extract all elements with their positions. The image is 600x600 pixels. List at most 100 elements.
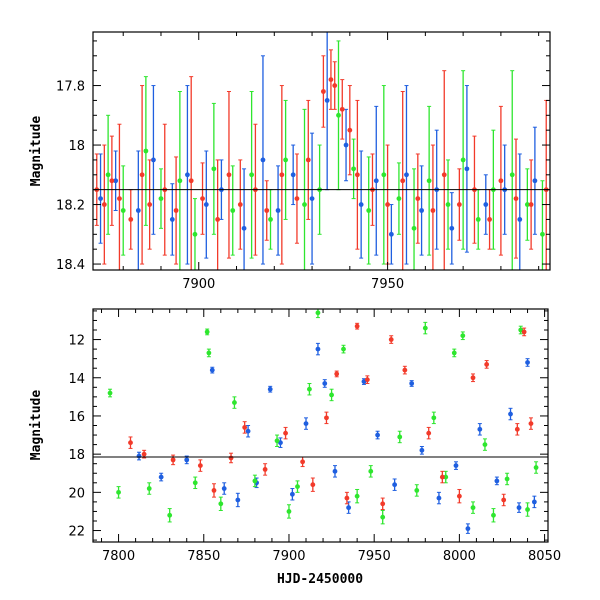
bottom-green-point xyxy=(525,507,530,512)
bottom-green-point xyxy=(274,438,280,444)
top-blue-point xyxy=(373,178,379,184)
top-red-point xyxy=(513,196,519,202)
top-red-point xyxy=(237,202,243,207)
bottom-red-point xyxy=(324,415,329,421)
top-red-point xyxy=(279,172,285,178)
bottom-red-point xyxy=(300,459,306,465)
bottom-panel-marks xyxy=(107,309,539,534)
bottom-blue-point xyxy=(465,526,471,532)
bottom-blue-point xyxy=(332,468,338,474)
bottom-y-tick-label: 16 xyxy=(68,410,85,425)
top-red-point xyxy=(347,127,353,133)
top-blue-point xyxy=(135,208,141,213)
bottom-ticks: 7800 7850 7900 7950 8000 8050 12 14 16 18 20 22 xyxy=(68,309,561,564)
top-blue-point xyxy=(404,172,409,178)
bottom-blue-point xyxy=(289,491,295,497)
bottom-green-point xyxy=(431,415,437,421)
bottom-blue-point xyxy=(494,478,500,484)
top-blue-point xyxy=(98,196,103,202)
bottom-green-point xyxy=(482,442,488,447)
bottom-panel: 7800 7850 7900 7950 8000 8050 12 14 16 18 20 22 Mag… xyxy=(29,308,561,587)
top-red-point xyxy=(226,172,232,178)
top-y-tick-label: 18.2 xyxy=(56,199,85,214)
top-red-point xyxy=(173,208,179,213)
bottom-red-point xyxy=(262,467,268,472)
bottom-red-point xyxy=(354,323,360,329)
top-blue-point xyxy=(151,157,156,163)
top-blue-point xyxy=(343,142,349,148)
top-panel: 7900 7950 17.8 18 18.2 18.4 Magnitude xyxy=(29,31,551,292)
top-x-tick-label: 7900 xyxy=(182,277,215,292)
bottom-green-point xyxy=(354,493,360,499)
bottom-red-point xyxy=(484,361,490,367)
bottom-red-point xyxy=(141,451,147,457)
bottom-x-tick-label: 7800 xyxy=(102,549,135,564)
bottom-green-point xyxy=(146,486,152,491)
top-green-point xyxy=(509,172,515,178)
bottom-red-point xyxy=(310,482,316,488)
bottom-blue-point xyxy=(235,497,241,503)
top-blue-point xyxy=(309,196,315,202)
bottom-red-point xyxy=(380,501,386,507)
bottom-green-point xyxy=(204,329,210,335)
bottom-green-point xyxy=(533,465,539,470)
top-green-point xyxy=(105,172,111,178)
bottom-red-point xyxy=(402,367,408,373)
top-red-point xyxy=(456,202,462,207)
top-green-point xyxy=(445,202,451,207)
top-ticks: 7900 7950 17.8 18 18.2 18.4 xyxy=(56,32,550,292)
top-red-point xyxy=(339,106,345,112)
bottom-green-point xyxy=(443,474,449,480)
top-green-point xyxy=(524,202,530,207)
top-red-point xyxy=(188,178,194,184)
bottom-blue-point xyxy=(516,505,522,511)
bottom-red-point xyxy=(456,493,462,499)
top-blue-point xyxy=(358,202,364,207)
top-y-tick-label: 17.8 xyxy=(56,80,85,95)
bottom-green-point xyxy=(380,514,386,520)
top-blue-point xyxy=(449,225,455,231)
top-blue-point xyxy=(388,231,394,237)
bottom-red-point xyxy=(283,430,288,436)
bottom-red-point xyxy=(211,488,217,493)
top-blue-point xyxy=(185,172,190,178)
bottom-blue-point xyxy=(267,386,273,392)
bottom-red-point xyxy=(228,455,234,461)
bottom-x-tick-label: 7950 xyxy=(358,549,391,564)
top-y-tick-label: 18 xyxy=(68,139,85,154)
top-green-point xyxy=(396,196,402,202)
bottom-y-tick-label: 22 xyxy=(68,525,85,540)
top-blue-point xyxy=(483,202,489,207)
bottom-green-point xyxy=(252,478,258,484)
bottom-x-tick-label: 8050 xyxy=(528,549,561,564)
bottom-red-point xyxy=(170,457,176,463)
top-blue-point xyxy=(517,217,523,222)
top-green-point xyxy=(268,217,273,222)
bottom-red-point xyxy=(501,497,507,503)
top-red-point xyxy=(385,202,390,207)
bottom-x-axis-title: HJD-2450000 xyxy=(277,572,363,587)
bottom-blue-point xyxy=(221,486,227,491)
bottom-blue-point xyxy=(322,381,328,386)
bottom-blue-point xyxy=(303,421,309,426)
top-green-point xyxy=(120,208,126,213)
top-green-point xyxy=(249,172,255,178)
bottom-green-point xyxy=(116,489,121,495)
bottom-red-point xyxy=(426,430,432,436)
top-red-point xyxy=(430,208,436,213)
bottom-green-point xyxy=(451,350,457,356)
top-red-point xyxy=(139,172,145,178)
top-green-point xyxy=(411,225,417,231)
top-red-point xyxy=(147,202,153,207)
top-red-point xyxy=(487,217,492,222)
top-red-point xyxy=(332,83,338,88)
top-green-point xyxy=(475,217,481,222)
top-blue-point xyxy=(464,166,470,172)
bottom-y-tick-label: 12 xyxy=(68,334,85,349)
top-red-point xyxy=(400,178,406,184)
bottom-blue-point xyxy=(419,447,425,453)
bottom-green-point xyxy=(397,434,403,440)
bottom-green-point xyxy=(341,346,346,352)
top-panel-marks xyxy=(94,32,549,270)
